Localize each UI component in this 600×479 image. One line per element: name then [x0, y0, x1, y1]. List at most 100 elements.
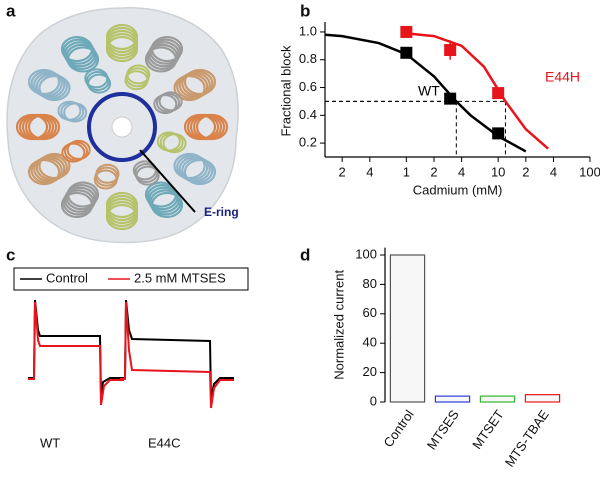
- x-tick-label: 2: [430, 164, 437, 179]
- helix-turn: [60, 191, 94, 219]
- bar: [434, 395, 471, 403]
- bar: [524, 394, 561, 403]
- y-tick-label: 20: [363, 364, 377, 379]
- x-tick-label: 2: [522, 164, 529, 179]
- helix-turn: [105, 203, 139, 231]
- helix-turn: [195, 113, 229, 141]
- panel-letter: b: [300, 1, 310, 20]
- legend-label: 2.5 mM MTSES: [134, 270, 226, 285]
- helix-turn: [158, 91, 183, 112]
- legend-box: [13, 267, 249, 291]
- helix-turn: [35, 73, 68, 100]
- bar: [389, 254, 426, 403]
- helix-turn: [153, 94, 178, 115]
- helix-turn: [38, 152, 71, 180]
- helix-turn: [147, 186, 181, 213]
- y-tick-label: 0.2: [299, 135, 317, 150]
- y-tick-label: 60: [363, 305, 377, 320]
- point: [492, 127, 505, 140]
- helix-turn: [150, 191, 184, 219]
- x-tick-label: 4: [550, 164, 557, 179]
- helix-turn: [135, 165, 160, 186]
- helix-turn: [181, 157, 214, 184]
- helix-turn: [63, 186, 97, 213]
- helix-turn: [173, 74, 206, 102]
- pointer-line: [139, 149, 196, 213]
- x-tick-label: 1: [403, 164, 410, 179]
- helix-turn: [35, 154, 68, 181]
- helix-turn: [15, 113, 49, 141]
- helix-turn: [126, 64, 151, 85]
- helix-turn: [183, 68, 217, 96]
- helix-turn: [27, 158, 61, 186]
- series-label: WT: [418, 83, 440, 99]
- helix-turn: [105, 23, 139, 51]
- x-tick-label: MTS-TBAE: [502, 407, 552, 470]
- y-tick-label: 80: [363, 276, 377, 291]
- helix-turn: [183, 158, 217, 186]
- y-tick-label: 0: [370, 393, 377, 408]
- point: [492, 87, 505, 100]
- panel-letter: a: [6, 1, 16, 20]
- y-tick-label: 40: [363, 335, 377, 350]
- x-tick-label: 4: [458, 164, 465, 179]
- x-axis-label: Cadmium (mM): [413, 182, 503, 197]
- fit-curve: [406, 32, 549, 150]
- trace: [120, 301, 234, 409]
- legend-label: Control: [46, 270, 88, 285]
- panel-letter: d: [300, 245, 310, 264]
- helix-turn: [181, 70, 214, 97]
- helix-turn: [30, 70, 63, 97]
- helix-turn: [30, 157, 63, 184]
- helix-turn: [176, 154, 209, 181]
- e-ring: [87, 92, 157, 162]
- helix-turn: [178, 155, 211, 183]
- y-axis-label: Normalized current: [331, 270, 346, 380]
- helix-turn: [178, 71, 211, 99]
- helix-turn: [150, 35, 184, 63]
- helix-turn: [176, 73, 209, 100]
- helix-turn: [66, 139, 91, 160]
- helix-turn: [149, 38, 182, 65]
- helix-turn: [162, 133, 187, 154]
- helix-turn: [27, 68, 61, 96]
- pore: [111, 116, 133, 138]
- helix-turn: [62, 189, 95, 216]
- helix-turn: [93, 169, 118, 190]
- y-tick-label: 100: [355, 246, 377, 261]
- helix-turn: [60, 35, 94, 63]
- point: [400, 46, 413, 59]
- x-tick-label: 2: [339, 164, 346, 179]
- helix-turn: [57, 100, 82, 121]
- helix-turn: [64, 141, 89, 162]
- point: [400, 25, 413, 38]
- helix-turn: [155, 92, 180, 113]
- helix-turn: [173, 152, 206, 180]
- y-tick-label: 0.6: [299, 79, 317, 94]
- fit-curve: [324, 33, 527, 153]
- helix-turn: [62, 38, 95, 65]
- series-label: E44H: [545, 69, 580, 85]
- y-axis-label: Fractional block: [278, 45, 293, 137]
- trace: [28, 301, 124, 406]
- structure-image: [6, 7, 239, 244]
- y-tick-label: 0.4: [299, 107, 317, 122]
- x-tick-label: 100: [579, 164, 600, 179]
- y-tick-label: 0.8: [299, 51, 317, 66]
- trace-label: E44C: [148, 435, 181, 450]
- x-tick-label: MTSES: [424, 407, 462, 453]
- trace-label: WT: [40, 435, 60, 450]
- annotation: E-ring: [204, 205, 239, 219]
- helix-turn: [63, 41, 97, 68]
- panel-letter: c: [6, 245, 15, 264]
- helix-turn: [147, 41, 181, 68]
- x-tick-label: Control: [380, 407, 416, 450]
- helix-turn: [33, 71, 66, 99]
- point: [444, 92, 457, 105]
- helix-turn: [33, 155, 66, 183]
- y-tick-label: 1.0: [299, 23, 317, 38]
- helix-turn: [38, 74, 71, 102]
- bar: [479, 395, 516, 403]
